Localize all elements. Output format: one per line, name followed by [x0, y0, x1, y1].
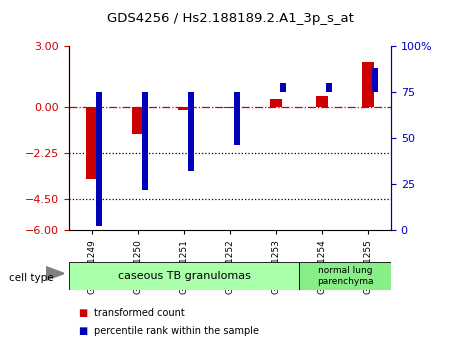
- Bar: [188, 92, 193, 171]
- Bar: [270, 99, 281, 107]
- Text: caseous TB granulomas: caseous TB granulomas: [118, 271, 250, 281]
- Text: normal lung
parenchyma: normal lung parenchyma: [316, 267, 372, 286]
- Text: cell type: cell type: [9, 273, 54, 283]
- Bar: [298, 262, 390, 290]
- Text: ■: ■: [78, 308, 87, 318]
- Bar: [69, 262, 298, 290]
- Text: percentile rank within the sample: percentile rank within the sample: [94, 326, 259, 336]
- Bar: [325, 83, 331, 92]
- Bar: [280, 83, 285, 92]
- Bar: [178, 107, 190, 110]
- Bar: [362, 62, 373, 107]
- Bar: [142, 92, 147, 190]
- Bar: [371, 68, 377, 92]
- Bar: [132, 107, 144, 134]
- Bar: [224, 107, 235, 108]
- Text: transformed count: transformed count: [94, 308, 185, 318]
- Bar: [86, 107, 98, 179]
- Text: ■: ■: [78, 326, 87, 336]
- Bar: [316, 96, 327, 107]
- Polygon shape: [46, 267, 64, 280]
- Bar: [96, 92, 101, 227]
- Text: GDS4256 / Hs2.188189.2.A1_3p_s_at: GDS4256 / Hs2.188189.2.A1_3p_s_at: [106, 12, 353, 25]
- Bar: [234, 92, 239, 145]
